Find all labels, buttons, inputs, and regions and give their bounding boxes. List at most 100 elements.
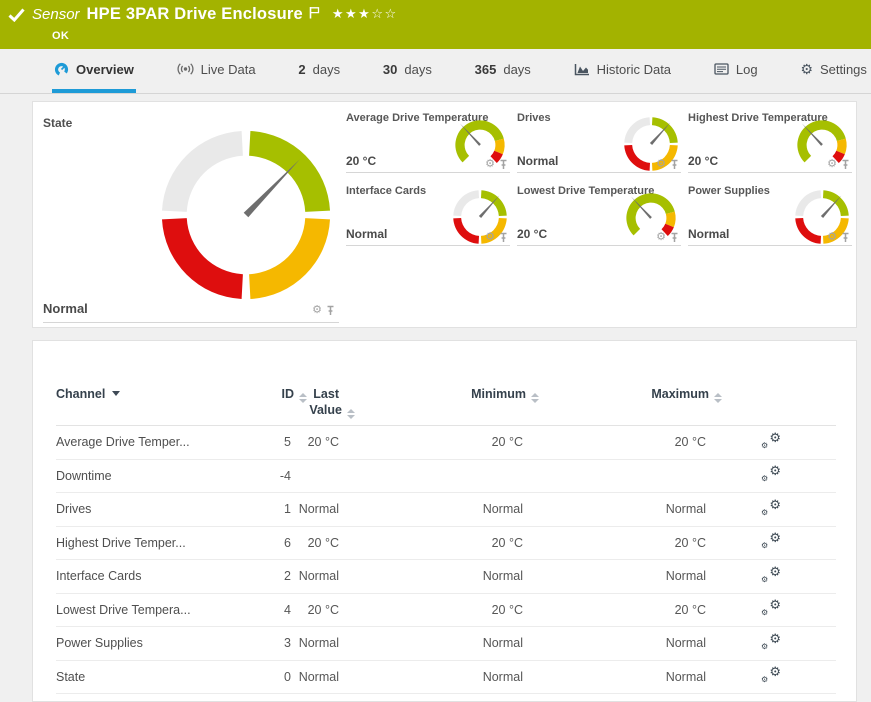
cell-id: 2 <box>236 569 291 583</box>
tile-pin-icon[interactable] <box>326 305 335 316</box>
column-label: Minimum <box>471 387 526 401</box>
column-header-channel[interactable]: Channel <box>56 386 236 402</box>
cell-id: 5 <box>236 435 291 449</box>
cell-minimum: Normal <box>339 670 523 684</box>
tile-gear-icon[interactable]: ⚙ <box>827 159 837 170</box>
cell-channel: Downtime <box>56 469 236 483</box>
gauge-tile-highest-drive-temperature[interactable]: Highest Drive Temperature20 °C⚙ <box>688 111 852 173</box>
gauge-tile-interface-cards[interactable]: Interface CardsNormal⚙ <box>346 184 510 246</box>
tab-settings[interactable]: ⚙Settings <box>798 49 869 93</box>
table-row[interactable]: Lowest Drive Tempera...420 °C20 °C20 °C⚙… <box>56 594 836 628</box>
cell-channel: Interface Cards <box>56 569 236 583</box>
sort-desc-icon <box>112 391 120 396</box>
channel-table-header: ChannelIDLast Value Minimum Maximum <box>56 386 836 426</box>
cell-last-value: Normal <box>291 502 339 516</box>
column-header-min[interactable]: Minimum <box>339 386 523 403</box>
star-filled-icon[interactable]: ★ <box>332 6 345 21</box>
tile-value: 20 °C <box>517 227 547 241</box>
tab-label: Overview <box>76 62 134 77</box>
tab-2-days[interactable]: 2days <box>296 49 342 93</box>
tile-pin-icon[interactable] <box>499 159 508 170</box>
channel-settings-gears-icon[interactable]: ⚙⚙ <box>761 666 781 684</box>
star-filled-icon[interactable]: ★ <box>358 6 371 21</box>
cell-maximum: Normal <box>523 670 706 684</box>
cell-maximum: 20 °C <box>523 603 706 617</box>
cell-id: 6 <box>236 536 291 550</box>
channel-settings-gears-icon[interactable]: ⚙⚙ <box>761 499 781 517</box>
state-gauge <box>158 127 334 303</box>
tab-365-days[interactable]: 365days <box>473 49 533 93</box>
sensor-header: Sensor HPE 3PAR Drive Enclosure ★★★☆☆ OK <box>0 0 871 49</box>
table-row[interactable]: Drives1NormalNormalNormal⚙⚙ <box>56 493 836 527</box>
tab-overview[interactable]: Overview <box>52 49 136 93</box>
channel-settings-gears-icon[interactable]: ⚙⚙ <box>761 432 781 450</box>
channel-settings-gears-icon[interactable]: ⚙⚙ <box>761 465 781 483</box>
cell-channel: Power Supplies <box>56 636 236 650</box>
sort-toggle-icon <box>347 409 355 419</box>
tile-label: Power Supplies <box>688 185 770 197</box>
priority-flag-icon[interactable] <box>309 6 320 19</box>
tab-number: 30 <box>383 62 397 77</box>
tile-value: 20 °C <box>688 154 718 168</box>
sensor-status-badge: OK <box>52 30 69 42</box>
tile-gear-icon[interactable]: ⚙ <box>312 305 322 316</box>
status-check-icon <box>8 8 25 22</box>
table-row[interactable]: Power Supplies3NormalNormalNormal⚙⚙ <box>56 627 836 661</box>
tile-value: Normal <box>688 227 729 241</box>
tile-pin-icon[interactable] <box>499 232 508 243</box>
column-header-last[interactable]: Last Value <box>291 386 339 419</box>
tile-gear-icon[interactable]: ⚙ <box>656 232 666 243</box>
gauge-tile-state[interactable]: State Normal ⚙ <box>43 114 339 323</box>
channel-settings-gears-icon[interactable]: ⚙⚙ <box>761 633 781 651</box>
priority-stars[interactable]: ★★★☆☆ <box>332 6 398 22</box>
table-row[interactable]: Average Drive Temper...520 °C20 °C20 °C⚙… <box>56 426 836 460</box>
tile-pin-icon[interactable] <box>670 159 679 170</box>
table-row[interactable]: Highest Drive Temper...620 °C20 °C20 °C⚙… <box>56 527 836 561</box>
cell-maximum: Normal <box>523 636 706 650</box>
tile-value: Normal <box>517 154 558 168</box>
sensor-title: HPE 3PAR Drive Enclosure <box>87 5 303 24</box>
tile-pin-icon[interactable] <box>841 232 850 243</box>
tile-pin-icon[interactable] <box>841 159 850 170</box>
star-filled-icon[interactable]: ★ <box>345 6 358 21</box>
cell-channel: Highest Drive Temper... <box>56 536 236 550</box>
tile-gear-icon[interactable]: ⚙ <box>485 232 495 243</box>
tab-live-data[interactable]: Live Data <box>175 49 258 93</box>
star-empty-icon[interactable]: ☆ <box>371 6 384 21</box>
mini-gauge-grid: Average Drive Temperature20 °C⚙DrivesNor… <box>346 111 852 246</box>
cell-maximum: Normal <box>523 502 706 516</box>
tile-gear-icon[interactable]: ⚙ <box>827 232 837 243</box>
cell-minimum: Normal <box>339 569 523 583</box>
tab-label: Settings <box>820 62 867 77</box>
star-empty-icon[interactable]: ☆ <box>384 6 397 21</box>
historic-data-icon <box>574 63 590 76</box>
tab-label: Live Data <box>201 62 256 77</box>
cell-id: -4 <box>236 469 291 483</box>
cell-id: 0 <box>236 670 291 684</box>
tile-pin-icon[interactable] <box>670 232 679 243</box>
gauge-tile-average-drive-temperature[interactable]: Average Drive Temperature20 °C⚙ <box>346 111 510 173</box>
tab-label: days <box>404 62 431 77</box>
tile-gear-icon[interactable]: ⚙ <box>485 159 495 170</box>
channel-settings-gears-icon[interactable]: ⚙⚙ <box>761 566 781 584</box>
tile-gear-icon[interactable]: ⚙ <box>656 159 666 170</box>
column-header-max[interactable]: Maximum <box>523 386 706 403</box>
column-header-id[interactable]: ID <box>236 386 291 403</box>
gauge-tile-drives[interactable]: DrivesNormal⚙ <box>517 111 681 173</box>
gauge-tile-power-supplies[interactable]: Power Supplies Normal ⚙ <box>688 184 852 246</box>
table-row[interactable]: State0NormalNormalNormal⚙⚙ <box>56 661 836 695</box>
channel-settings-gears-icon[interactable]: ⚙⚙ <box>761 532 781 550</box>
cell-id: 1 <box>236 502 291 516</box>
column-label: Maximum <box>651 387 709 401</box>
tile-value: Normal <box>346 227 387 241</box>
tab-log[interactable]: Log <box>712 49 760 93</box>
cell-last-value: Normal <box>291 569 339 583</box>
tab-30-days[interactable]: 30 days <box>381 49 434 93</box>
channels-panel: ChannelIDLast Value Minimum Maximum Averag… <box>32 340 857 702</box>
channel-settings-gears-icon[interactable]: ⚙⚙ <box>761 599 781 617</box>
cell-minimum: 20 °C <box>339 536 523 550</box>
table-row[interactable]: Downtime-4 ⚙⚙ <box>56 460 836 494</box>
tab-historic-data[interactable]: Historic Data <box>572 49 673 93</box>
gauge-tile-lowest-drive-temperature[interactable]: Lowest Drive Temperature20 °C⚙ <box>517 184 681 246</box>
table-row[interactable]: Interface Cards2NormalNormalNormal⚙⚙ <box>56 560 836 594</box>
